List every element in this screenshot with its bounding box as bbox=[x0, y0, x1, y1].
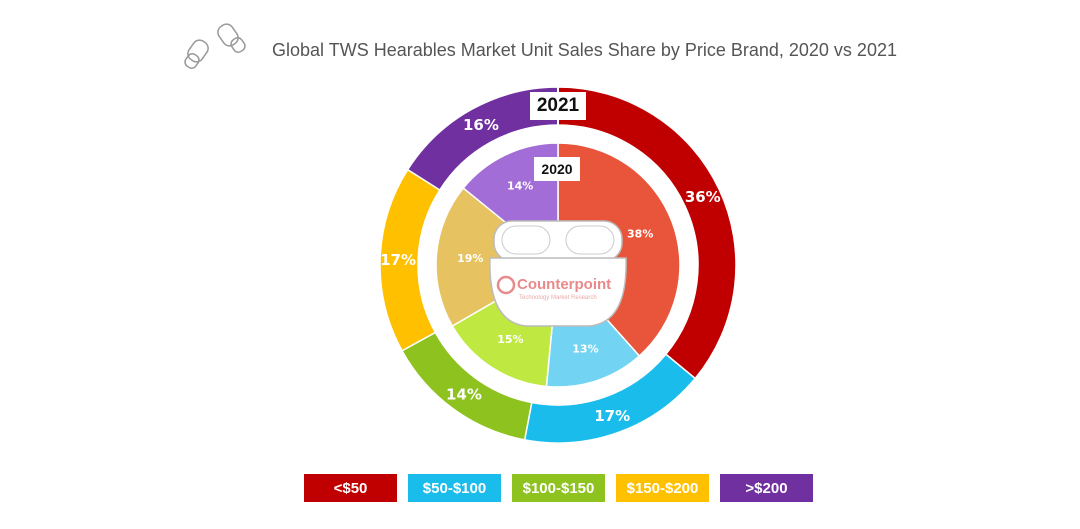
legend-item-2: $100-$150 bbox=[512, 474, 605, 502]
legend-item-1: $50-$100 bbox=[408, 474, 501, 502]
earbud-case-logo: Counterpoint Technology Market Research bbox=[489, 220, 627, 327]
legend-item-0: <$50 bbox=[304, 474, 397, 502]
outer-2021-label-1: 17% bbox=[594, 407, 630, 425]
inner-2020-label-3: 19% bbox=[457, 252, 483, 265]
earbuds-icon bbox=[184, 23, 246, 69]
inner-2020-label-1: 13% bbox=[572, 342, 598, 355]
legend-item-4: >$200 bbox=[720, 474, 813, 502]
inner-2020-label-0: 38% bbox=[627, 227, 653, 240]
chart-title: Global TWS Hearables Market Unit Sales S… bbox=[272, 40, 897, 60]
outer-2021-label-4: 16% bbox=[463, 116, 499, 134]
inner-2020-label-2: 15% bbox=[497, 333, 523, 346]
outer-2021-slice-4 bbox=[406, 86, 559, 192]
inner-2020-slice-3 bbox=[435, 187, 560, 328]
year-label-2020: 2020 bbox=[534, 157, 580, 181]
outer-2021-label-2: 14% bbox=[446, 386, 482, 404]
inner-2020-label-4: 14% bbox=[507, 179, 533, 192]
outer-2021-label-0: 36% bbox=[685, 188, 721, 206]
logo-tagline: Technology Market Research bbox=[519, 295, 597, 301]
logo-name: Counterpoint bbox=[517, 276, 611, 293]
year-label-2021: 2021 bbox=[530, 92, 586, 120]
legend-item-3: $150-$200 bbox=[616, 474, 709, 502]
outer-2021-label-3: 17% bbox=[380, 251, 416, 269]
counterpoint-logo-icon bbox=[496, 275, 516, 295]
